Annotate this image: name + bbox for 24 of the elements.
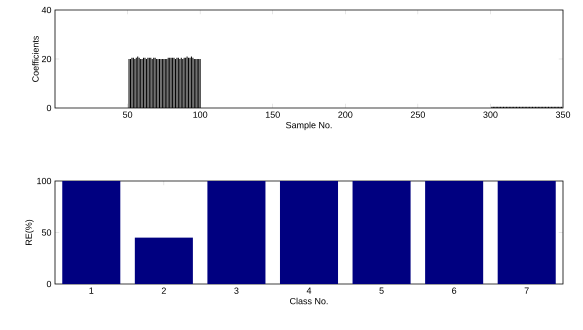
x-tick-label: 50 xyxy=(122,112,132,118)
y-tick-label: 50 xyxy=(42,229,52,236)
y-tick-label: 0 xyxy=(46,280,52,288)
y-tick-label: 40 xyxy=(42,6,52,14)
x-tick-label: 100 xyxy=(193,112,208,118)
x-tick-label: 6 xyxy=(452,288,456,294)
x-tick-label: 250 xyxy=(410,112,425,118)
y-tick-label: 20 xyxy=(42,56,52,62)
x-tick-label: 350 xyxy=(556,112,570,118)
y-axis-title: Coefficients xyxy=(32,36,39,82)
y-tick-label: 100 xyxy=(37,178,52,184)
x-tick-label: 7 xyxy=(524,288,529,294)
y-tick-label: 0 xyxy=(46,104,52,112)
y-axis-title: RE(%) xyxy=(25,220,34,245)
x-tick-label: 150 xyxy=(266,112,280,118)
x-tick-label: 300 xyxy=(483,112,498,118)
x-axis-title: Sample No. xyxy=(286,122,332,130)
x-tick-label: 200 xyxy=(338,112,352,118)
x-tick-label: 2 xyxy=(162,288,166,294)
x-axis-title: Class No. xyxy=(290,298,328,304)
x-tick-label: 3 xyxy=(234,288,239,294)
x-tick-label: 5 xyxy=(379,288,384,294)
x-tick-label: 4 xyxy=(306,288,312,294)
x-tick-label: 1 xyxy=(89,288,94,294)
